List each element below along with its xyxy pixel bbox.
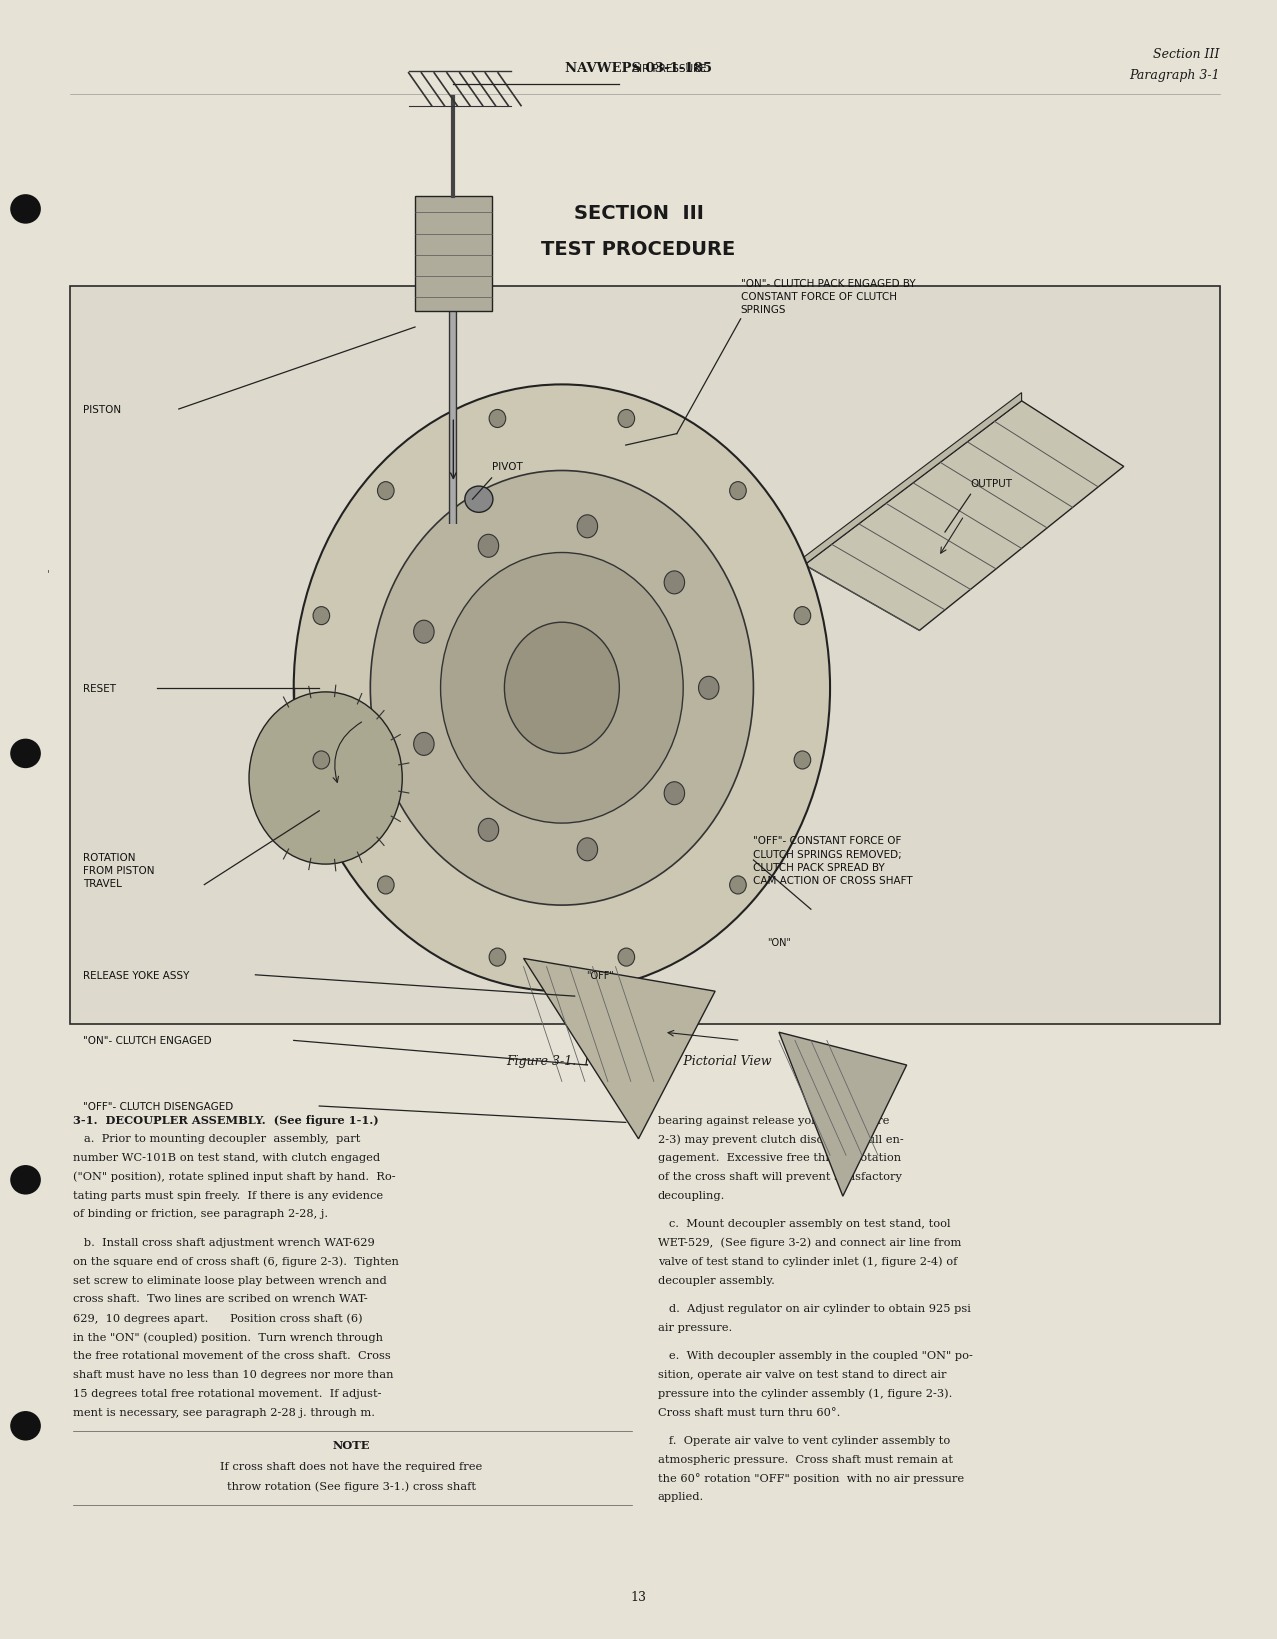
- Ellipse shape: [378, 877, 395, 895]
- Ellipse shape: [794, 751, 811, 769]
- Text: Section III: Section III: [1153, 48, 1220, 61]
- Bar: [70, 287, 1220, 1024]
- Text: AIR PRESSURE: AIR PRESSURE: [632, 64, 707, 74]
- Text: bearing against release yoke (13, figure: bearing against release yoke (13, figure: [658, 1115, 889, 1124]
- Text: RESET: RESET: [83, 683, 116, 693]
- Text: on the square end of cross shaft (6, figure 2-3).  Tighten: on the square end of cross shaft (6, fig…: [73, 1255, 398, 1267]
- Text: applied.: applied.: [658, 1491, 704, 1501]
- Ellipse shape: [478, 820, 498, 842]
- Text: decoupling.: decoupling.: [658, 1190, 725, 1200]
- Ellipse shape: [577, 838, 598, 860]
- Text: the free rotational movement of the cross shaft.  Cross: the free rotational movement of the cros…: [73, 1351, 391, 1360]
- Text: pressure into the cylinder assembly (1, figure 2-3).: pressure into the cylinder assembly (1, …: [658, 1388, 953, 1398]
- Ellipse shape: [664, 782, 684, 805]
- Text: NAVWEPS 03-1-185: NAVWEPS 03-1-185: [564, 62, 713, 75]
- Ellipse shape: [465, 487, 493, 513]
- Ellipse shape: [618, 410, 635, 428]
- Ellipse shape: [664, 572, 684, 595]
- Text: SECTION  III: SECTION III: [573, 203, 704, 223]
- Text: in the "ON" (coupled) position.  Turn wrench through: in the "ON" (coupled) position. Turn wre…: [73, 1331, 383, 1342]
- Text: "OFF"- CONSTANT FORCE OF
CLUTCH SPRINGS REMOVED;
CLUTCH PACK SPREAD BY
CAM ACTIO: "OFF"- CONSTANT FORCE OF CLUTCH SPRINGS …: [753, 836, 913, 885]
- Bar: [415, 197, 492, 311]
- Text: ment is necessary, see paragraph 2-28 j. through m.: ment is necessary, see paragraph 2-28 j.…: [73, 1406, 374, 1416]
- Polygon shape: [524, 959, 715, 1139]
- Ellipse shape: [370, 470, 753, 905]
- Ellipse shape: [249, 692, 402, 865]
- Text: of the cross shaft will prevent satisfactory: of the cross shaft will prevent satisfac…: [658, 1170, 902, 1182]
- Ellipse shape: [478, 534, 498, 557]
- Text: 2-3) may prevent clutch discs from full en-: 2-3) may prevent clutch discs from full …: [658, 1134, 903, 1144]
- Ellipse shape: [313, 751, 329, 769]
- Text: ("ON" position), rotate splined input shaft by hand.  Ro-: ("ON" position), rotate splined input sh…: [73, 1170, 396, 1182]
- Ellipse shape: [794, 608, 811, 626]
- Ellipse shape: [504, 623, 619, 754]
- Text: throw rotation (See figure 3-1.) cross shaft: throw rotation (See figure 3-1.) cross s…: [227, 1480, 475, 1491]
- Text: TEST PROCEDURE: TEST PROCEDURE: [541, 239, 736, 259]
- Text: e.  With decoupler assembly in the coupled "ON" po-: e. With decoupler assembly in the couple…: [658, 1351, 973, 1360]
- Text: a.  Prior to mounting decoupler  assembly,  part: a. Prior to mounting decoupler assembly,…: [73, 1134, 360, 1144]
- Text: 629,  10 degrees apart.      Position cross shaft (6): 629, 10 degrees apart. Position cross sh…: [73, 1313, 363, 1323]
- Text: of binding or friction, see paragraph 2-28, j.: of binding or friction, see paragraph 2-…: [73, 1208, 328, 1219]
- Text: "OFF"- CLUTCH DISENGAGED: "OFF"- CLUTCH DISENGAGED: [83, 1101, 234, 1111]
- Text: atmospheric pressure.  Cross shaft must remain at: atmospheric pressure. Cross shaft must r…: [658, 1454, 953, 1464]
- Ellipse shape: [577, 516, 598, 539]
- Ellipse shape: [313, 608, 329, 626]
- Text: "ON"- CLUTCH ENGAGED: "ON"- CLUTCH ENGAGED: [83, 1036, 212, 1046]
- Ellipse shape: [10, 1165, 41, 1195]
- Text: f.  Operate air valve to vent cylinder assembly to: f. Operate air valve to vent cylinder as…: [658, 1434, 950, 1446]
- Text: PISTON: PISTON: [83, 405, 121, 415]
- Text: WET-529,  (See figure 3-2) and connect air line from: WET-529, (See figure 3-2) and connect ai…: [658, 1237, 962, 1247]
- Text: tating parts must spin freely.  If there is any evidence: tating parts must spin freely. If there …: [73, 1190, 383, 1200]
- Text: c.  Mount decoupler assembly on test stand, tool: c. Mount decoupler assembly on test stan…: [658, 1218, 950, 1228]
- Text: Paragraph 3-1: Paragraph 3-1: [1129, 69, 1220, 82]
- Ellipse shape: [699, 677, 719, 700]
- Text: air pressure.: air pressure.: [658, 1321, 732, 1333]
- Text: gagement.  Excessive free throw  rotation: gagement. Excessive free throw rotation: [658, 1152, 900, 1162]
- Ellipse shape: [618, 949, 635, 967]
- Ellipse shape: [441, 552, 683, 823]
- Text: set screw to eliminate loose play between wrench and: set screw to eliminate loose play betwee…: [73, 1275, 387, 1285]
- Text: 13: 13: [631, 1590, 646, 1603]
- Text: decoupler assembly.: decoupler assembly.: [658, 1275, 775, 1285]
- Ellipse shape: [10, 195, 41, 225]
- Ellipse shape: [414, 733, 434, 756]
- Text: If cross shaft does not have the required free: If cross shaft does not have the require…: [220, 1462, 483, 1472]
- Text: "ON": "ON": [767, 938, 790, 947]
- Ellipse shape: [10, 739, 41, 769]
- Text: b.  Install cross shaft adjustment wrench WAT-629: b. Install cross shaft adjustment wrench…: [73, 1237, 374, 1247]
- Ellipse shape: [729, 877, 746, 895]
- Text: 15 degrees total free rotational movement.  If adjust-: 15 degrees total free rotational movemen…: [73, 1388, 382, 1398]
- Polygon shape: [779, 1033, 907, 1196]
- Text: OUTPUT: OUTPUT: [971, 479, 1013, 488]
- Text: Figure 3-1.  Functional and Pictorial View: Figure 3-1. Functional and Pictorial Vie…: [506, 1054, 771, 1067]
- Text: sition, operate air valve on test stand to direct air: sition, operate air valve on test stand …: [658, 1369, 946, 1378]
- Text: "ON"- CLUTCH PACK ENGAGED BY
CONSTANT FORCE OF CLUTCH
SPRINGS: "ON"- CLUTCH PACK ENGAGED BY CONSTANT FO…: [741, 279, 916, 315]
- Text: "OFF": "OFF": [586, 970, 614, 980]
- Text: cross shaft.  Two lines are scribed on wrench WAT-: cross shaft. Two lines are scribed on wr…: [73, 1293, 368, 1303]
- Text: 3-1.  DECOUPLER ASSEMBLY.  (See figure 1-1.): 3-1. DECOUPLER ASSEMBLY. (See figure 1-1…: [73, 1115, 378, 1126]
- Text: the 60° rotation "OFF" position  with no air pressure: the 60° rotation "OFF" position with no …: [658, 1472, 964, 1483]
- Ellipse shape: [10, 1411, 41, 1441]
- Text: Cross shaft must turn thru 60°.: Cross shaft must turn thru 60°.: [658, 1406, 840, 1416]
- Text: number WC-101B on test stand, with clutch engaged: number WC-101B on test stand, with clutc…: [73, 1152, 381, 1162]
- Ellipse shape: [489, 410, 506, 428]
- Text: ROTATION
FROM PISTON
TRAVEL: ROTATION FROM PISTON TRAVEL: [83, 852, 155, 888]
- Text: NOTE: NOTE: [332, 1439, 370, 1451]
- Polygon shape: [805, 402, 1124, 631]
- Ellipse shape: [729, 482, 746, 500]
- Ellipse shape: [294, 385, 830, 992]
- Text: shaft must have no less than 10 degrees nor more than: shaft must have no less than 10 degrees …: [73, 1369, 393, 1378]
- Text: PIVOT: PIVOT: [492, 462, 522, 472]
- Ellipse shape: [378, 482, 395, 500]
- Text: ': ': [47, 569, 50, 579]
- Polygon shape: [805, 393, 1022, 565]
- Text: valve of test stand to cylinder inlet (1, figure 2-4) of: valve of test stand to cylinder inlet (1…: [658, 1255, 956, 1267]
- Ellipse shape: [414, 621, 434, 644]
- Ellipse shape: [489, 949, 506, 967]
- Text: d.  Adjust regulator on air cylinder to obtain 925 psi: d. Adjust regulator on air cylinder to o…: [658, 1303, 971, 1313]
- Text: RELEASE YOKE ASSY: RELEASE YOKE ASSY: [83, 970, 189, 980]
